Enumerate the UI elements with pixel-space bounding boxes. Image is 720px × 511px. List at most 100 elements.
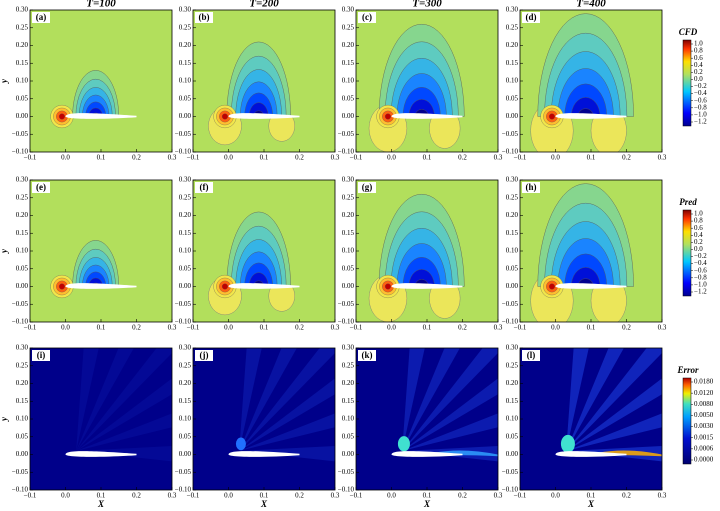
x-tick-label: 0.3 [168, 492, 177, 500]
x-tick-label: 0.3 [658, 492, 667, 500]
suction-lobe [571, 267, 601, 287]
y-tick-label: 0.10 [342, 247, 355, 255]
y-tick-label: −0.05 [175, 300, 192, 308]
y-tick-label: 0.15 [342, 229, 355, 237]
error-wedge [239, 348, 297, 451]
x-tick-label: 0.0 [551, 324, 560, 332]
contour-field [193, 10, 335, 152]
column-title: T=100 [86, 0, 116, 10]
panel-label-box [358, 182, 376, 193]
y-tick-label: −0.10 [175, 148, 192, 156]
error-wedge [239, 348, 262, 451]
panel-label: (g) [362, 182, 373, 192]
stagnation-blob [384, 283, 391, 290]
y-tick-label: 0.25 [179, 193, 192, 201]
y-tick-label: −0.10 [502, 318, 519, 326]
y-tick-label: −0.05 [338, 300, 355, 308]
x-tick-label: −0.1 [514, 492, 527, 500]
suction-lobe [408, 99, 435, 117]
panel-label-box [195, 12, 213, 23]
airfoil [555, 113, 627, 119]
y-tick-label: 0.10 [506, 247, 519, 255]
contour-field [30, 10, 172, 152]
x-tick-label: −0.1 [514, 154, 527, 162]
panel-label-box [195, 350, 213, 361]
panel-label-box [195, 182, 213, 193]
colorbar-tick-label: −0.4 [694, 259, 707, 267]
y-tick-label: −0.10 [502, 148, 519, 156]
x-tick-label: −0.1 [350, 492, 363, 500]
y-tick-label: 0.15 [16, 59, 29, 67]
y-tick-label: 0.05 [179, 94, 192, 102]
y-tick-label: 0.05 [179, 432, 192, 440]
y-tick-label: 0.20 [342, 211, 355, 219]
x-tick-label: 0.3 [494, 324, 503, 332]
y-tick-label: 0.25 [16, 361, 29, 369]
x-tick-label: 0.2 [622, 154, 631, 162]
x-tick-label: 0.2 [458, 154, 467, 162]
x-tick-label: 0.3 [658, 324, 667, 332]
airfoil [228, 283, 300, 289]
y-tick-label: 0.00 [16, 450, 29, 458]
panel-label: (b) [199, 12, 210, 22]
colorbar-tick-label: −0.6 [694, 266, 707, 274]
colorbar-tick-label: 1.0 [694, 40, 703, 48]
y-tick-label: 0.05 [342, 432, 355, 440]
x-tick-label: 0.3 [331, 324, 340, 332]
y-tick-label: 0.20 [179, 211, 192, 219]
colorbar-title: Error [676, 365, 699, 375]
colorbar-tick-label: −0.6 [694, 96, 707, 104]
contour-field [193, 180, 335, 322]
x-tick-label: 0.0 [387, 324, 396, 332]
x-tick-label: 0.2 [295, 154, 304, 162]
panel-label: (e) [36, 182, 46, 192]
x-tick-label: 0.1 [423, 154, 432, 162]
y-tick-label: 0.30 [506, 176, 519, 184]
field-background [30, 348, 172, 490]
error-wedge [402, 348, 460, 451]
y-tick-label: 0.20 [16, 211, 29, 219]
contour-field [356, 10, 498, 152]
x-tick-label: 0.2 [458, 324, 467, 332]
colorbar-tick-label: 0.6 [694, 224, 703, 232]
x-tick-label: 0.2 [132, 324, 141, 332]
error-wedge [402, 348, 498, 451]
y-tick-label: 0.05 [506, 432, 519, 440]
colorbar [682, 377, 692, 465]
x-tick-label: −0.1 [24, 154, 37, 162]
error-wedge [402, 413, 498, 451]
y-tick-label: 0.10 [16, 415, 29, 423]
y-tick-label: 0.30 [179, 344, 192, 352]
colorbar-tick-label: 0.0006 [694, 444, 714, 452]
x-tick-label: 0.3 [168, 324, 177, 332]
x-tick-label: −0.1 [187, 154, 200, 162]
contour-field [30, 348, 172, 490]
error-wedge [76, 378, 172, 451]
y-tick-label: 0.10 [342, 77, 355, 85]
x-tick-label: 0.3 [331, 492, 340, 500]
colorbar [682, 39, 692, 127]
colorbar-tick-label: 0.0030 [694, 422, 714, 430]
error-wedge [76, 413, 172, 451]
x-tick-label: 0.0 [224, 324, 233, 332]
airfoil [391, 283, 463, 289]
x-tick-label: 0.0 [61, 492, 70, 500]
y-tick-label: −0.05 [175, 130, 192, 138]
x-tick-label: 0.1 [587, 154, 596, 162]
y-tick-label: 0.20 [342, 41, 355, 49]
error-wedge [239, 348, 335, 451]
x-tick-label: 0.0 [551, 492, 560, 500]
colorbar-tick-label: −0.4 [694, 89, 707, 97]
panel-label-box [522, 350, 540, 361]
y-tick-label: 0.25 [179, 23, 192, 31]
panel-label-box [358, 350, 376, 361]
y-tick-label: 0.00 [16, 282, 29, 290]
y-tick-label: 0.30 [16, 176, 29, 184]
y-tick-label: 0.10 [179, 247, 192, 255]
panel-label: (i) [37, 350, 46, 360]
panel-label-box [522, 182, 540, 193]
y-tick-label: −0.05 [502, 468, 519, 476]
stagnation-blob [548, 113, 555, 120]
x-tick-label: 0.3 [658, 154, 667, 162]
panel-label-box [358, 12, 376, 23]
